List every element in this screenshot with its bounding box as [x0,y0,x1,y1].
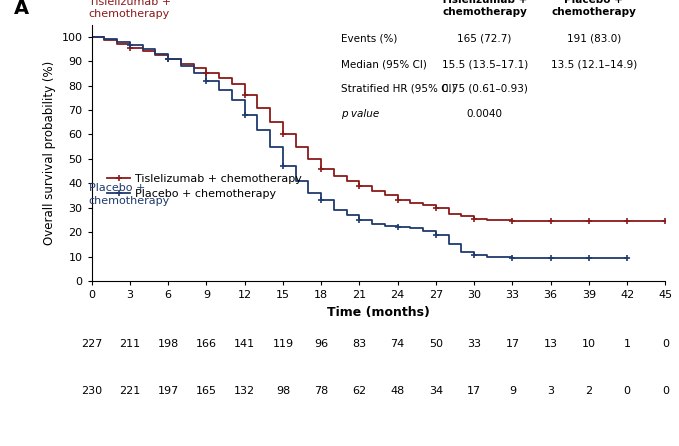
Text: 13.5 (12.1–14.9): 13.5 (12.1–14.9) [551,59,637,69]
Text: 83: 83 [352,339,367,349]
Text: 2: 2 [585,385,593,396]
Text: 198: 198 [158,339,179,349]
Text: 48: 48 [390,385,405,396]
Text: 15.5 (13.5–17.1): 15.5 (13.5–17.1) [441,59,528,69]
Text: 211: 211 [120,339,141,349]
Text: 0.0040: 0.0040 [466,109,502,119]
Text: 0: 0 [624,385,631,396]
Text: 0.75 (0.61–0.93): 0.75 (0.61–0.93) [442,83,528,94]
Text: 165: 165 [196,385,217,396]
Y-axis label: Overall survival probability (%): Overall survival probability (%) [43,61,56,245]
Text: 191 (83.0): 191 (83.0) [566,33,621,44]
Text: Tislelizumab +
chemotherapy: Tislelizumab + chemotherapy [89,0,171,19]
Text: 165 (72.7): 165 (72.7) [458,33,512,44]
Text: 141: 141 [234,339,255,349]
Text: Tislelizumab +
chemotherapy: Tislelizumab + chemotherapy [441,0,528,17]
Text: 132: 132 [234,385,255,396]
Text: Events (%): Events (%) [342,33,398,44]
Text: 3: 3 [547,385,554,396]
Text: 10: 10 [582,339,596,349]
X-axis label: Time (months): Time (months) [327,306,430,318]
Text: 166: 166 [196,339,217,349]
Text: Median (95% CI): Median (95% CI) [342,59,427,69]
Text: 17: 17 [505,339,519,349]
Text: Placebo +
chemotherapy: Placebo + chemotherapy [551,0,636,17]
Text: 197: 197 [158,385,179,396]
Text: 17: 17 [467,385,481,396]
Text: 0: 0 [662,385,669,396]
Text: 62: 62 [352,385,367,396]
Text: Placebo +
chemotherapy: Placebo + chemotherapy [89,183,170,206]
Text: 74: 74 [390,339,405,349]
Text: 221: 221 [120,385,141,396]
Text: 34: 34 [429,385,443,396]
Text: 13: 13 [544,339,557,349]
Text: 1: 1 [624,339,631,349]
Text: 9: 9 [509,385,516,396]
Text: p value: p value [342,109,380,119]
Text: 230: 230 [81,385,103,396]
Text: 227: 227 [81,339,103,349]
Text: 33: 33 [467,339,481,349]
Text: Stratified HR (95% CI): Stratified HR (95% CI) [342,83,456,94]
Legend: Tislelizumab + chemotherapy, Placebo + chemotherapy: Tislelizumab + chemotherapy, Placebo + c… [103,169,306,204]
Text: 119: 119 [272,339,293,349]
Text: 50: 50 [429,339,443,349]
Text: 0: 0 [662,339,669,349]
Text: A: A [14,0,29,18]
Text: 78: 78 [314,385,328,396]
Text: 98: 98 [276,385,290,396]
Text: 96: 96 [314,339,328,349]
